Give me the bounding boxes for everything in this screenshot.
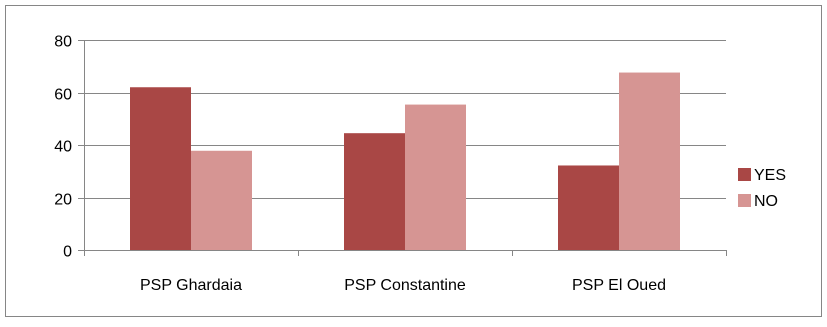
- bars: [130, 72, 680, 250]
- bar-yes-3: [558, 165, 619, 250]
- legend-swatch-yes: [738, 168, 751, 181]
- legend-swatch-no: [738, 194, 751, 207]
- y-tick-label: 20: [54, 192, 72, 209]
- x-tick-label: PSP Ghardaia: [140, 277, 242, 294]
- y-tick-label: 80: [54, 34, 72, 51]
- bar-no-1: [191, 150, 252, 250]
- axes: [78, 40, 727, 256]
- y-tick-labels: 0 20 40 60 80: [54, 34, 72, 261]
- bar-no-3: [619, 72, 680, 250]
- legend-label-yes: YES: [754, 167, 786, 184]
- bar-yes-1: [130, 87, 191, 250]
- legend: YES NO: [738, 167, 786, 210]
- y-tick-label: 60: [54, 87, 72, 104]
- y-tick-label: 40: [54, 139, 72, 156]
- bar-no-2: [405, 104, 466, 250]
- x-tick-label: PSP Constantine: [344, 277, 466, 294]
- y-tick-label: 0: [63, 244, 72, 261]
- legend-label-no: NO: [754, 193, 778, 210]
- x-tick-label: PSP El Oued: [572, 277, 666, 294]
- x-tick-labels: PSP Ghardaia PSP Constantine PSP El Oued: [140, 277, 666, 294]
- bar-yes-2: [344, 133, 405, 250]
